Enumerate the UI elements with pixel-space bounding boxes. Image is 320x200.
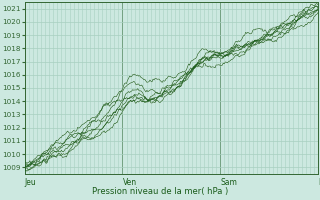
Text: Ven: Ven (123, 178, 137, 187)
Text: Jeu: Jeu (25, 178, 36, 187)
Text: Sam: Sam (220, 178, 237, 187)
Text: Pression niveau de la mer( hPa ): Pression niveau de la mer( hPa ) (92, 187, 228, 196)
Text: Dim: Dim (318, 178, 320, 187)
